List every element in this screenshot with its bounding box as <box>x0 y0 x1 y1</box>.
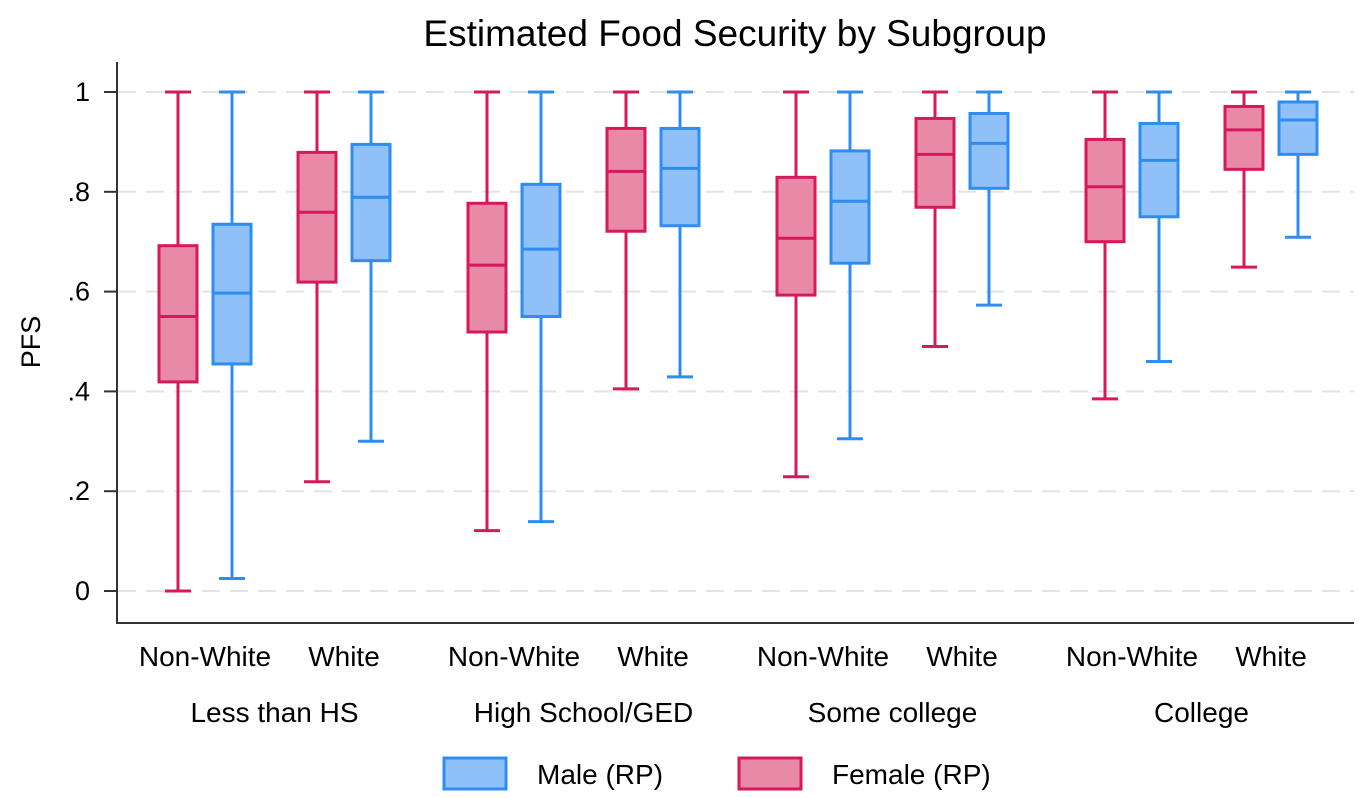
iqr-box <box>659 126 701 228</box>
group-label: High School/GED <box>474 697 693 728</box>
box-male-rp <box>520 90 562 524</box>
subgroup-label: White <box>617 641 689 672</box>
legend-swatch <box>442 756 508 791</box>
legend-label: Male (RP) <box>537 759 663 790</box>
legend: Male (RP) Female (RP) <box>442 756 991 791</box>
box-female-rp <box>296 90 338 484</box>
box-female-rp <box>1084 90 1126 401</box>
iqr-box <box>605 126 647 233</box>
subgroup-label: Non-White <box>448 641 580 672</box>
iqr-box <box>296 150 338 284</box>
box-male-rp <box>1138 90 1180 363</box>
box-female-rp <box>605 90 647 391</box>
box-male-rp <box>968 90 1010 307</box>
box-female-rp <box>914 90 956 348</box>
axes <box>116 62 1354 624</box>
subgroup-label: White <box>1235 641 1307 672</box>
subgroup-label: White <box>926 641 998 672</box>
box-male-rp <box>659 90 701 379</box>
box-female-rp <box>775 90 817 479</box>
group-label: Some college <box>808 697 978 728</box>
y-axis-label: PFS <box>16 316 46 369</box>
legend-label: Female (RP) <box>832 759 991 790</box>
box-female-rp <box>466 90 508 533</box>
box-male-rp <box>1277 90 1319 239</box>
box-female-rp <box>1223 90 1265 269</box>
iqr-box <box>1223 104 1265 171</box>
iqr-box <box>157 244 199 384</box>
y-tick-label: 1 <box>75 77 90 107</box>
iqr-box <box>1084 137 1126 244</box>
iqr-box <box>1138 121 1180 219</box>
x-category-labels: Non-White White Less than HS Non-White White… <box>139 641 1307 728</box>
y-tick-label: .4 <box>67 376 90 406</box>
iqr-box <box>1277 100 1319 156</box>
y-tick-label: .2 <box>67 476 90 506</box>
subgroup-label: Non-White <box>139 641 271 672</box>
chart-title: Estimated Food Security by Subgroup <box>423 13 1046 54</box>
iqr-box <box>829 149 871 265</box>
iqr-box <box>914 116 956 209</box>
y-tick-label: 0 <box>75 576 90 606</box>
iqr-box <box>775 175 817 297</box>
legend-swatch <box>737 756 803 791</box>
y-tick-label: .8 <box>67 177 90 207</box>
boxes <box>157 90 1319 593</box>
group-label: College <box>1154 697 1249 728</box>
group-label: Less than HS <box>190 697 358 728</box>
iqr-box <box>968 111 1010 190</box>
box-male-rp <box>350 90 392 443</box>
y-ticks: 0 .2 .4 .6 .8 1 <box>67 77 117 606</box>
y-tick-label: .6 <box>67 277 90 307</box>
box-male-rp <box>829 90 871 441</box>
box-female-rp <box>157 90 199 593</box>
subgroup-label: Non-White <box>1066 641 1198 672</box>
iqr-box <box>350 142 392 263</box>
subgroup-label: White <box>308 641 380 672</box>
subgroup-label: Non-White <box>757 641 889 672</box>
iqr-box <box>466 201 508 334</box>
box-male-rp <box>211 90 253 581</box>
